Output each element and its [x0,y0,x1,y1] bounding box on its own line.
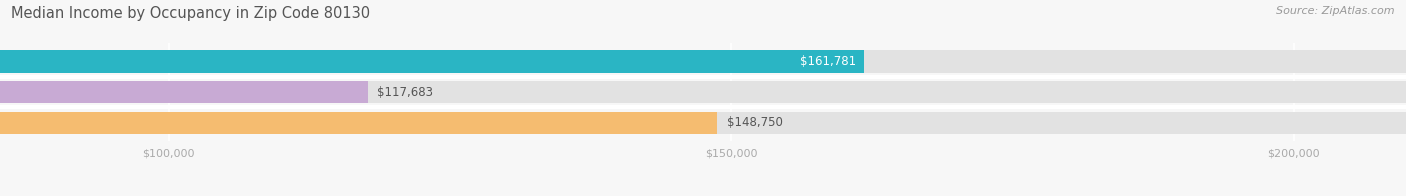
Text: Source: ZipAtlas.com: Source: ZipAtlas.com [1277,6,1395,16]
Bar [0,81,367,103]
Bar [0,81,1406,103]
Bar [0,112,1406,134]
Bar [0,51,1406,73]
Text: Median Income by Occupancy in Zip Code 80130: Median Income by Occupancy in Zip Code 8… [11,6,370,21]
Bar [0,112,717,134]
Text: $148,750: $148,750 [727,116,782,129]
Bar [0,51,863,73]
Text: $161,781: $161,781 [800,55,856,68]
Text: $117,683: $117,683 [377,86,433,99]
